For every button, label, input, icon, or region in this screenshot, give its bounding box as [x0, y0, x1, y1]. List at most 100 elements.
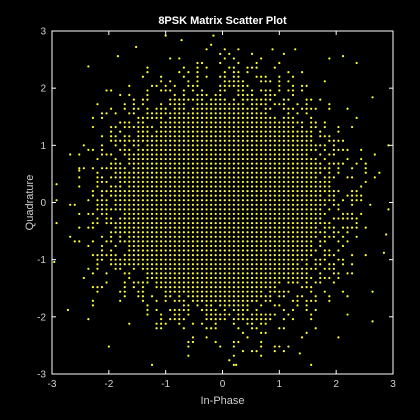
data-point	[210, 130, 213, 133]
data-point	[210, 153, 213, 156]
data-point	[164, 125, 167, 129]
data-point	[255, 139, 258, 142]
data-point	[155, 286, 158, 289]
data-point	[264, 185, 267, 188]
data-point	[169, 295, 172, 298]
data-point	[287, 153, 290, 156]
data-point	[287, 226, 290, 229]
data-point	[132, 231, 135, 234]
data-point	[228, 139, 231, 142]
data-point	[219, 153, 222, 156]
data-point	[314, 171, 317, 174]
data-point	[160, 281, 163, 284]
data-point	[246, 157, 249, 161]
data-point	[250, 299, 254, 302]
data-point	[173, 98, 176, 101]
data-point	[182, 93, 185, 97]
data-point	[264, 272, 267, 275]
data-point	[341, 199, 345, 202]
data-point	[250, 350, 254, 353]
data-point	[187, 217, 190, 220]
data-point	[155, 208, 158, 211]
data-point	[291, 130, 295, 133]
data-point	[155, 116, 158, 119]
data-point	[300, 249, 304, 252]
data-point	[255, 221, 258, 225]
data-point	[273, 235, 276, 238]
data-point	[137, 253, 140, 257]
data-point	[232, 244, 235, 248]
data-point	[223, 226, 226, 229]
data-point	[273, 231, 276, 234]
data-point	[346, 212, 349, 216]
data-point	[155, 272, 158, 275]
data-point	[150, 253, 154, 257]
data-point	[260, 345, 263, 348]
data-point	[141, 98, 145, 101]
data-point	[296, 153, 299, 156]
data-point	[246, 112, 249, 115]
data-point	[212, 34, 215, 37]
data-point	[155, 167, 158, 170]
data-point	[164, 295, 167, 298]
data-point	[246, 176, 249, 179]
data-point	[287, 80, 290, 83]
data-point	[160, 194, 163, 197]
data-point	[191, 295, 195, 298]
data-point	[255, 157, 258, 161]
data-point	[319, 194, 322, 197]
data-point	[132, 139, 135, 142]
data-point	[200, 98, 204, 101]
data-point	[123, 189, 126, 193]
data-point	[232, 308, 235, 312]
data-point	[160, 263, 163, 266]
data-point	[155, 258, 158, 261]
data-point	[182, 185, 185, 188]
data-point	[146, 263, 149, 266]
data-point	[332, 235, 335, 238]
data-point	[214, 130, 217, 133]
data-point	[169, 244, 172, 248]
data-point	[205, 304, 208, 307]
data-point	[291, 84, 295, 87]
data-point	[228, 171, 231, 174]
data-point	[210, 313, 213, 316]
data-point	[137, 157, 140, 161]
data-point	[296, 180, 299, 184]
data-point	[269, 171, 272, 174]
data-point	[310, 157, 313, 161]
data-point	[110, 125, 113, 129]
data-point	[314, 231, 317, 234]
data-point	[278, 249, 281, 252]
data-point	[210, 286, 213, 289]
data-point	[323, 176, 326, 179]
data-point	[132, 153, 135, 156]
data-point	[132, 103, 135, 106]
data-point	[305, 185, 308, 188]
data-point	[128, 194, 131, 197]
data-point	[282, 189, 285, 193]
data-point	[305, 272, 308, 275]
data-point	[164, 180, 167, 184]
data-point	[119, 167, 122, 170]
data-point	[205, 258, 208, 261]
data-point	[169, 80, 172, 83]
data-point	[237, 185, 240, 188]
data-point	[219, 116, 222, 119]
data-point	[110, 162, 113, 165]
data-point	[223, 116, 226, 119]
data-point	[296, 226, 299, 229]
data-point	[232, 363, 235, 366]
data-point	[291, 180, 295, 184]
data-point	[155, 84, 158, 87]
data-point	[241, 121, 245, 124]
data-point	[196, 66, 199, 69]
data-point	[205, 139, 208, 142]
data-point	[310, 318, 313, 321]
data-point	[255, 144, 258, 147]
data-point	[314, 235, 317, 238]
data-point	[82, 276, 85, 280]
data-point	[264, 221, 267, 225]
data-point	[155, 199, 158, 202]
data-point	[137, 185, 140, 188]
